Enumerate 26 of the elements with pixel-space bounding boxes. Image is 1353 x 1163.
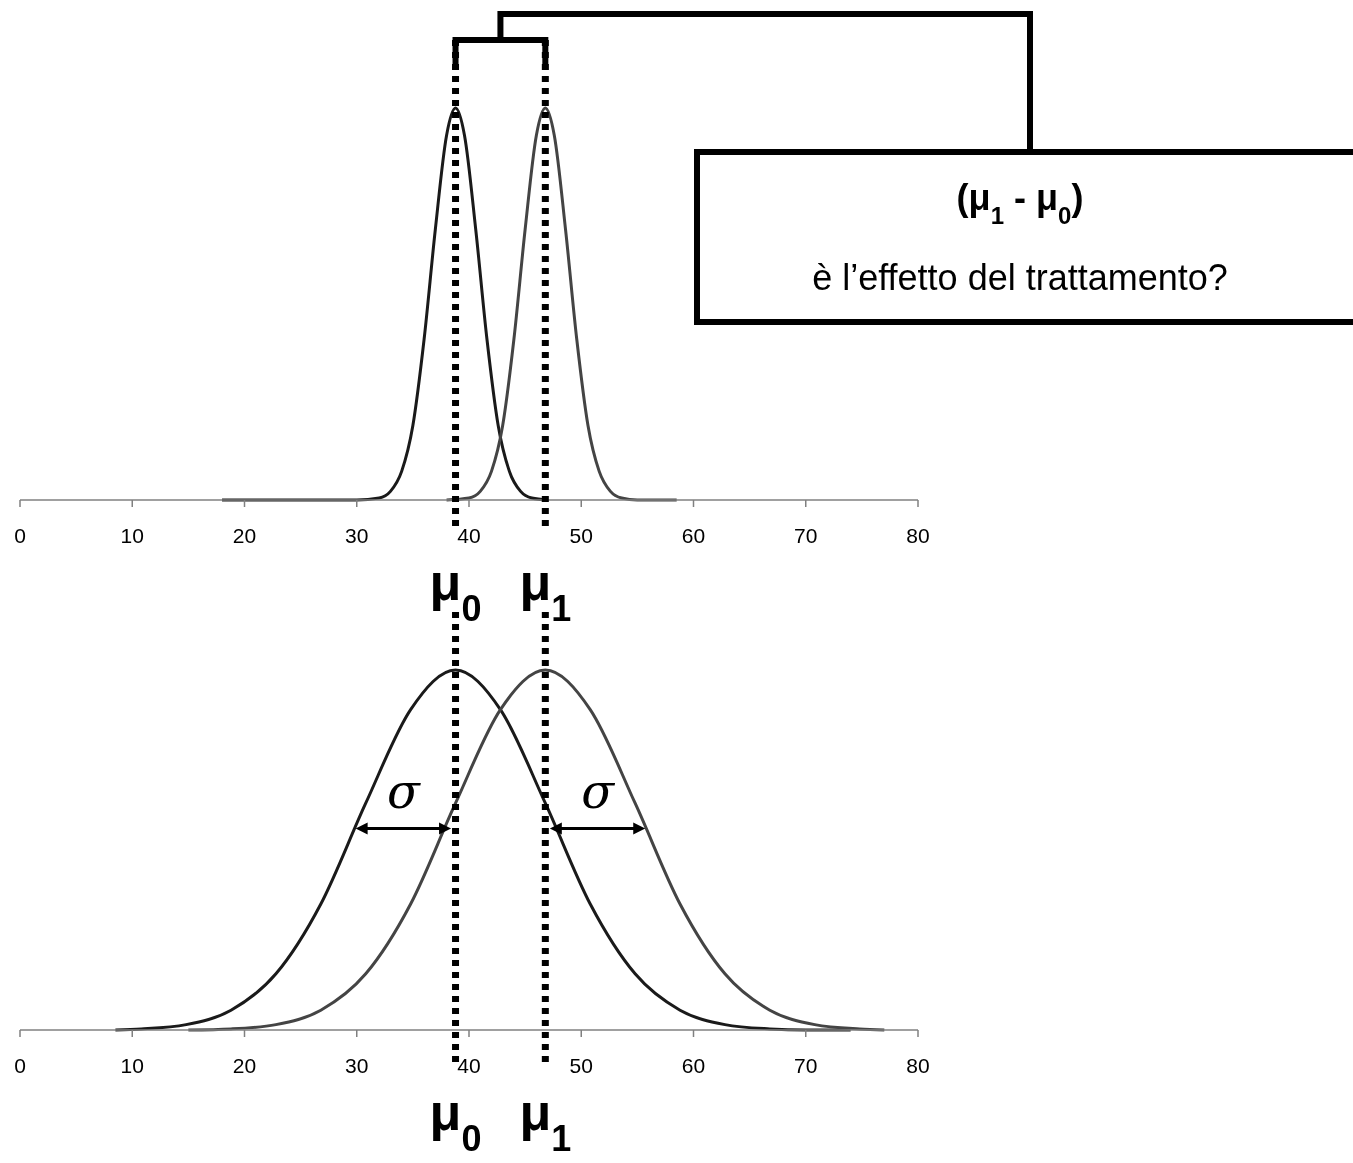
x-tick-label: 70 xyxy=(794,1054,818,1077)
x-tick-label: 80 xyxy=(906,1054,930,1077)
x-tick-label: 50 xyxy=(569,524,593,547)
text: (μ$_{1}$ - μ$_{0}$) xyxy=(956,177,1084,229)
x-tick-label: 10 xyxy=(120,1054,144,1077)
annotation: è l’effetto del trattamento? xyxy=(812,257,1228,298)
x-tick-label: 50 xyxy=(569,1054,593,1077)
x-tick-label: 70 xyxy=(794,524,818,547)
x-tick-label: 20 xyxy=(232,524,257,547)
annotation: σ xyxy=(581,763,616,820)
x-tick-label: 60 xyxy=(681,524,706,547)
x-tick-label: 20 xyxy=(232,1054,257,1077)
ref-line-label: μ$_{1}$ xyxy=(519,553,572,629)
x-tick-label: 0 xyxy=(14,524,26,547)
x-tick-label: 40 xyxy=(457,1054,481,1077)
x-tick-label: 10 xyxy=(120,524,144,547)
annotation: σ xyxy=(386,763,421,820)
x-tick-label: 30 xyxy=(345,1054,369,1077)
x-tick-label: 0 xyxy=(14,1054,26,1077)
x-tick-label: 30 xyxy=(345,524,369,547)
x-tick-label: 40 xyxy=(457,524,481,547)
x-tick-label: 80 xyxy=(906,524,930,547)
ref-line-label: μ$_{0}$ xyxy=(429,1083,482,1159)
ref-line-label: μ$_{1}$ xyxy=(519,1083,572,1159)
x-tick-label: 60 xyxy=(681,1054,706,1077)
ref-line-label: μ$_{0}$ xyxy=(429,553,482,629)
